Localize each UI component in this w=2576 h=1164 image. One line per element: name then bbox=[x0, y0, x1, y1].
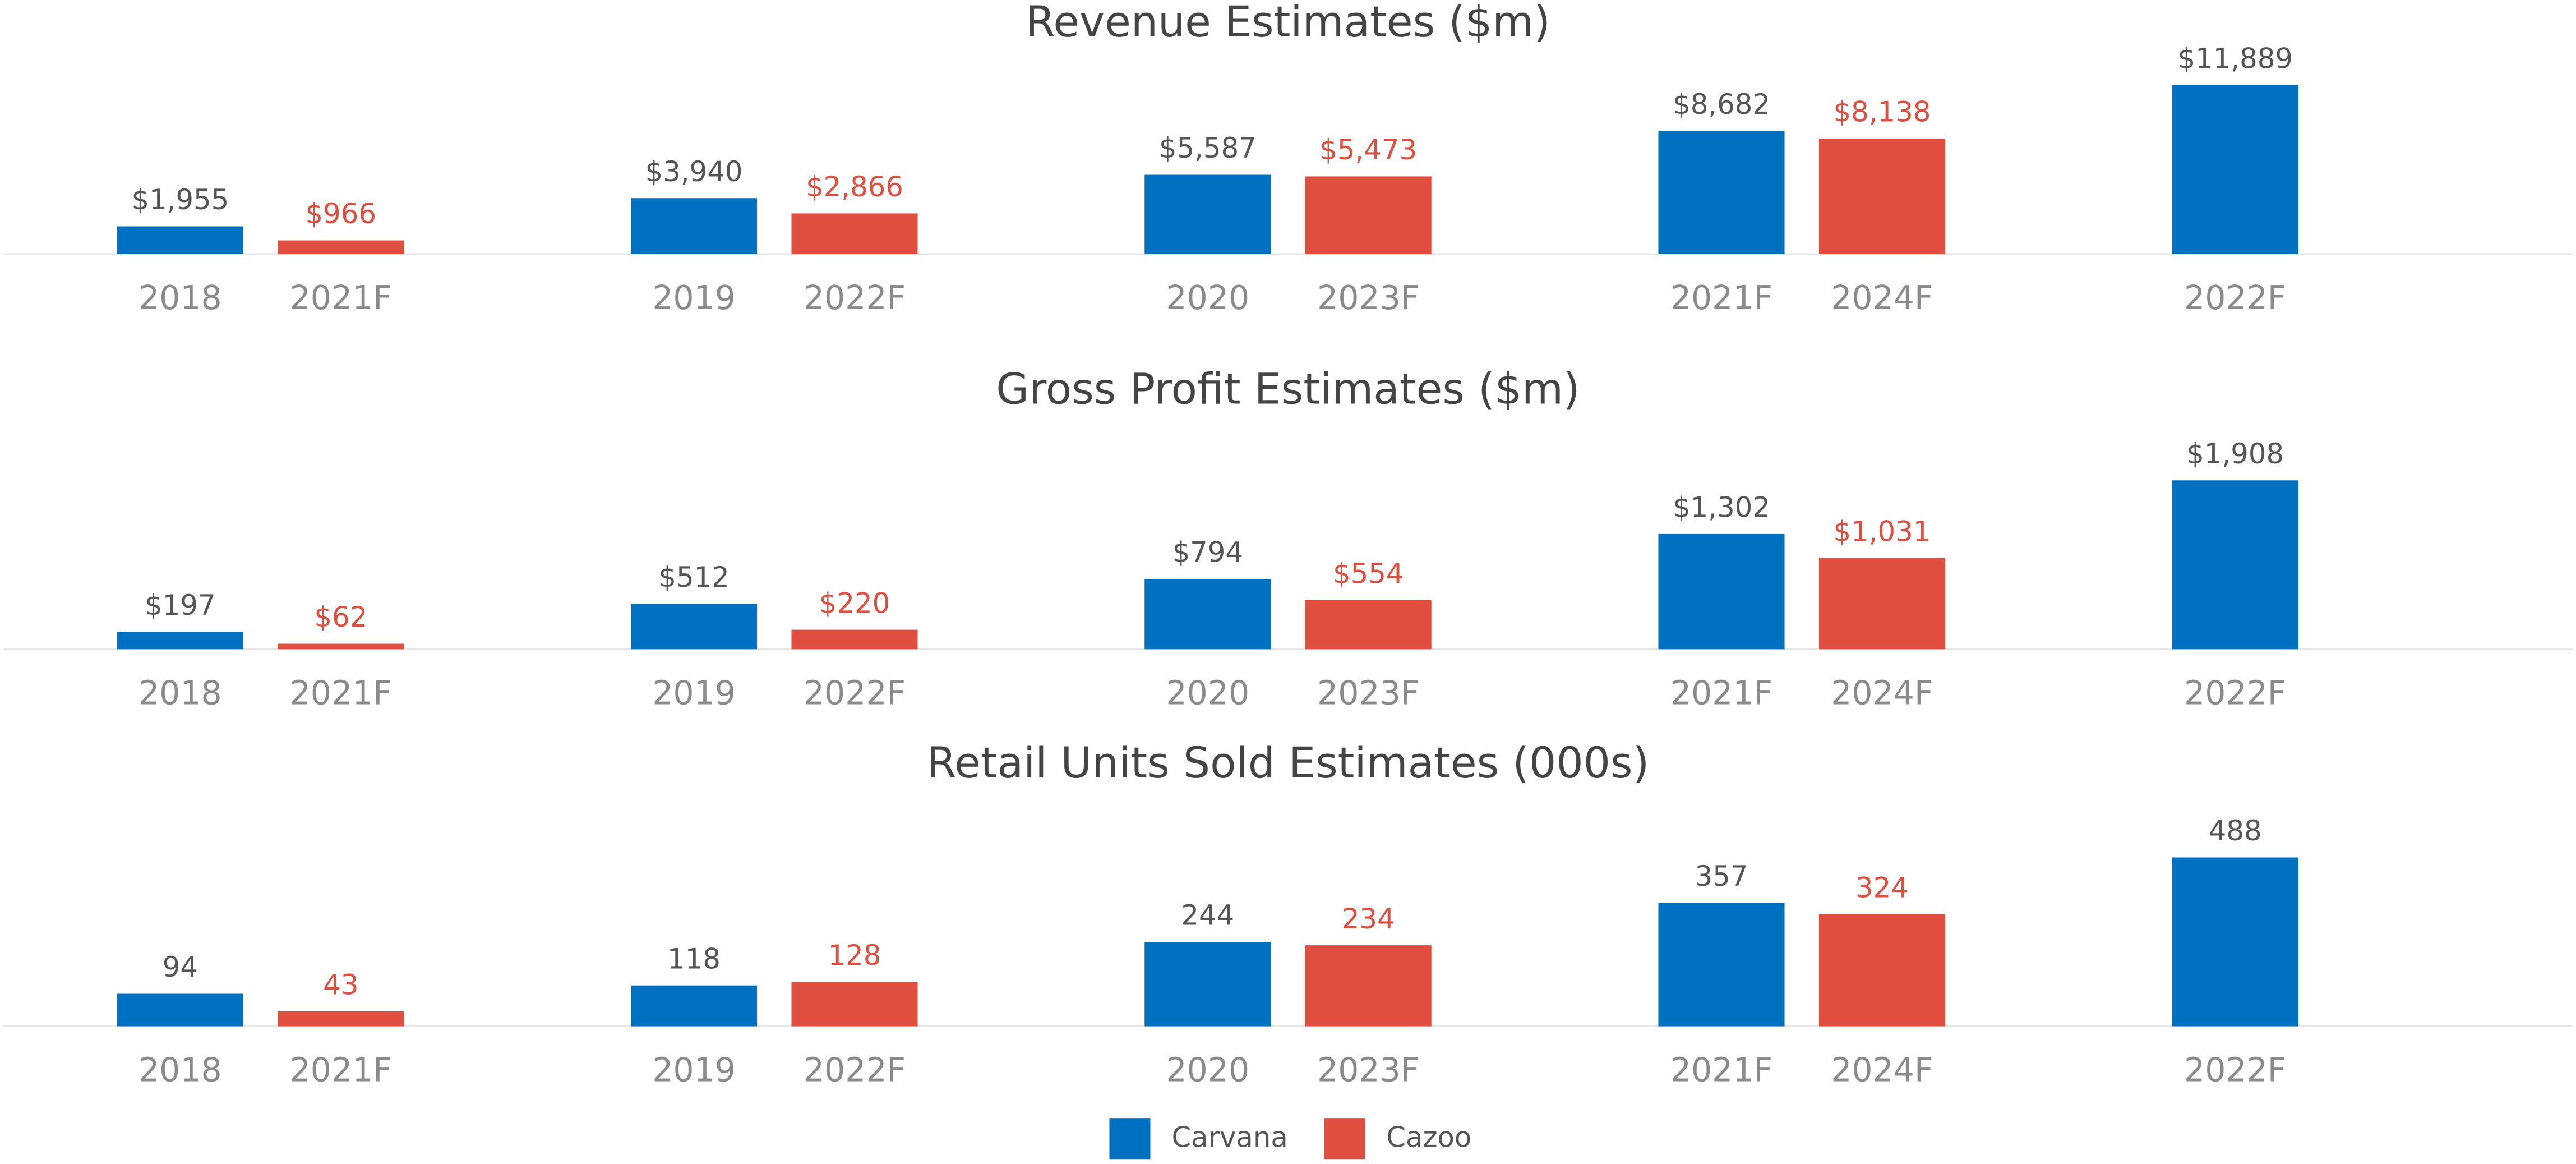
bar bbox=[278, 643, 404, 650]
value-label: 324 bbox=[1855, 871, 1909, 904]
bar bbox=[1144, 174, 1271, 254]
value-label: 118 bbox=[667, 942, 721, 975]
value-label: $1,302 bbox=[1673, 491, 1770, 524]
value-label: $11,889 bbox=[2178, 43, 2293, 75]
bar bbox=[1818, 138, 1945, 254]
x-tick-label: 2019 bbox=[652, 279, 736, 317]
value-label: 128 bbox=[828, 939, 881, 972]
bar bbox=[2172, 857, 2298, 1027]
value-label: 43 bbox=[323, 969, 358, 1001]
value-label: 488 bbox=[2209, 815, 2262, 847]
value-label: $5,587 bbox=[1159, 132, 1257, 164]
x-tick-label: 2020 bbox=[1166, 674, 1249, 712]
x-tick-label: 2020 bbox=[1166, 279, 1249, 317]
bar bbox=[791, 629, 918, 650]
x-tick-label: 2020 bbox=[1166, 1051, 1249, 1089]
value-label: $966 bbox=[306, 197, 376, 230]
x-tick-label: 2022F bbox=[2184, 279, 2286, 317]
legend-label: Cazoo bbox=[1386, 1121, 1471, 1154]
bar bbox=[117, 226, 243, 254]
bar bbox=[278, 240, 404, 254]
x-tick-label: 2023F bbox=[1317, 1051, 1419, 1089]
bar bbox=[2172, 85, 2298, 254]
bar bbox=[631, 198, 758, 254]
x-tick-label: 2021F bbox=[1670, 279, 1772, 317]
x-tick-label: 2021F bbox=[1670, 1051, 1772, 1089]
x-tick-label: 2019 bbox=[652, 674, 736, 712]
value-label: $2,866 bbox=[806, 171, 903, 203]
bar bbox=[2172, 480, 2298, 650]
value-label: $512 bbox=[658, 561, 729, 593]
chart-title: Retail Units Sold Estimates (000s) bbox=[927, 738, 1650, 788]
bar bbox=[1144, 941, 1271, 1027]
bar bbox=[1144, 579, 1271, 650]
legend-swatch bbox=[1324, 1118, 1365, 1160]
chart-title: Gross Profit Estimates ($m) bbox=[996, 364, 1580, 413]
x-tick-label: 2021F bbox=[290, 674, 392, 712]
x-tick-label: 2023F bbox=[1317, 279, 1419, 317]
bar bbox=[1818, 558, 1945, 650]
value-label: $220 bbox=[819, 587, 890, 619]
value-label: 357 bbox=[1695, 860, 1748, 892]
value-label: $5,473 bbox=[1319, 134, 1417, 166]
value-label: $1,031 bbox=[1834, 515, 1931, 548]
x-tick-label: 2021F bbox=[290, 279, 392, 317]
value-label: $1,908 bbox=[2186, 438, 2284, 470]
x-tick-label: 2022F bbox=[2184, 1051, 2286, 1089]
bar bbox=[117, 632, 243, 650]
bar bbox=[1658, 903, 1785, 1027]
x-tick-label: 2021F bbox=[1670, 674, 1772, 712]
bar bbox=[1658, 533, 1785, 650]
bar bbox=[117, 993, 243, 1027]
bar bbox=[1305, 945, 1432, 1027]
x-tick-label: 2023F bbox=[1317, 674, 1419, 712]
bar bbox=[1658, 131, 1785, 254]
legend-swatch bbox=[1109, 1118, 1151, 1160]
bar bbox=[1818, 914, 1945, 1027]
value-label: $554 bbox=[1333, 558, 1404, 590]
bar bbox=[1305, 600, 1432, 650]
bar bbox=[1305, 176, 1432, 254]
x-tick-label: 2018 bbox=[139, 279, 222, 317]
bar bbox=[791, 213, 918, 254]
x-tick-label: 2024F bbox=[1831, 279, 1933, 317]
bar bbox=[631, 985, 758, 1027]
value-label: 244 bbox=[1181, 899, 1234, 932]
bar bbox=[278, 1011, 404, 1027]
value-label: 234 bbox=[1342, 903, 1395, 935]
value-label: $1,955 bbox=[131, 183, 229, 216]
x-tick-label: 2018 bbox=[139, 1051, 222, 1089]
value-label: $197 bbox=[145, 589, 215, 622]
x-tick-label: 2024F bbox=[1831, 674, 1933, 712]
value-label: $794 bbox=[1172, 536, 1243, 569]
value-label: $62 bbox=[314, 601, 367, 633]
x-tick-label: 2022F bbox=[804, 279, 906, 317]
x-tick-label: 2021F bbox=[290, 1051, 392, 1089]
x-tick-label: 2019 bbox=[652, 1051, 736, 1089]
bar bbox=[791, 982, 918, 1027]
x-tick-label: 2022F bbox=[804, 674, 906, 712]
value-label: 94 bbox=[163, 951, 198, 983]
value-label: $8,138 bbox=[1834, 96, 1931, 128]
legend-label: Carvana bbox=[1172, 1121, 1288, 1154]
value-label: $8,682 bbox=[1673, 88, 1770, 121]
bar bbox=[631, 604, 758, 650]
chart-title: Revenue Estimates ($m) bbox=[1026, 0, 1550, 47]
x-tick-label: 2022F bbox=[2184, 674, 2286, 712]
x-tick-label: 2024F bbox=[1831, 1051, 1933, 1089]
x-tick-label: 2018 bbox=[139, 674, 222, 712]
x-tick-label: 2022F bbox=[804, 1051, 906, 1089]
value-label: $3,940 bbox=[645, 155, 743, 188]
